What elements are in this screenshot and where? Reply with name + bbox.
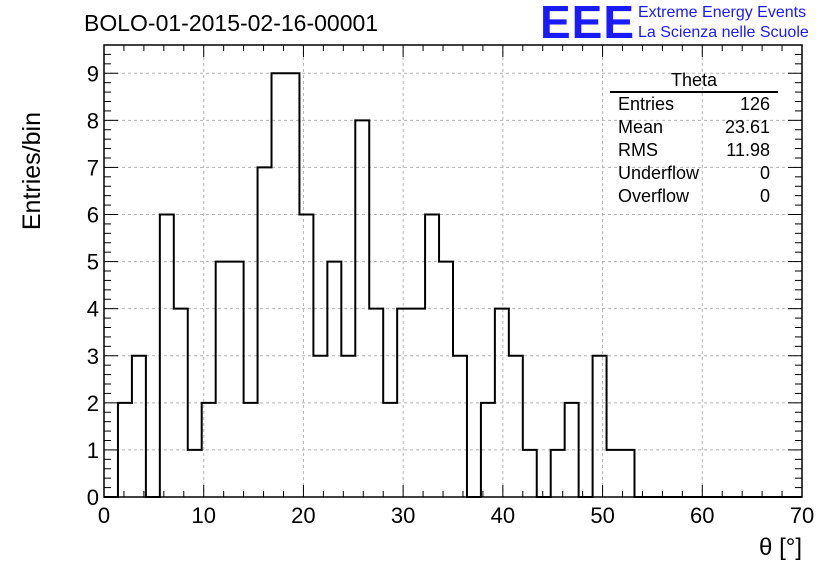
histogram-bin bbox=[341, 356, 355, 497]
histogram-bin bbox=[285, 73, 299, 497]
histogram-bin bbox=[397, 309, 411, 497]
x-tick-label: 10 bbox=[191, 503, 215, 528]
histogram-bin bbox=[453, 356, 467, 497]
histogram-bin bbox=[118, 403, 132, 497]
y-tick-label: 9 bbox=[87, 61, 99, 86]
histogram-bin bbox=[174, 309, 188, 497]
y-tick-label: 8 bbox=[87, 108, 99, 133]
logo-mark: EEE bbox=[540, 0, 636, 48]
histogram-bin bbox=[565, 403, 579, 497]
histogram-bin bbox=[439, 262, 453, 497]
x-axis-label: θ [°] bbox=[759, 534, 802, 561]
logo-line-1: Extreme Energy Events bbox=[638, 4, 807, 21]
stats-row-rms: RMS 11.98 bbox=[610, 139, 778, 162]
stats-row-mean: Mean 23.61 bbox=[610, 116, 778, 139]
histogram-bin bbox=[593, 356, 607, 497]
y-tick-label: 2 bbox=[87, 391, 99, 416]
stats-label: Overflow bbox=[618, 186, 690, 206]
histogram-bin bbox=[411, 309, 425, 497]
histogram-bin bbox=[383, 403, 397, 497]
y-tick-label: 5 bbox=[87, 250, 99, 275]
x-tick-label: 0 bbox=[98, 503, 110, 528]
histogram-bin bbox=[160, 215, 174, 498]
histogram-bin bbox=[523, 450, 537, 497]
histogram-bin bbox=[299, 215, 313, 498]
histogram-bin bbox=[425, 215, 439, 498]
stats-label: Entries bbox=[618, 94, 675, 114]
y-axis-label: Entries/bin bbox=[18, 112, 46, 231]
stats-label: Mean bbox=[618, 117, 664, 137]
stats-label: RMS bbox=[618, 140, 658, 160]
y-tick-label: 1 bbox=[87, 438, 99, 463]
stats-value: 0 bbox=[759, 186, 770, 206]
x-tick-label: 30 bbox=[391, 503, 415, 528]
y-tick-label: 6 bbox=[87, 203, 99, 228]
stats-value: 126 bbox=[739, 94, 770, 114]
y-tick-label: 3 bbox=[87, 344, 99, 369]
stats-value: 11.98 bbox=[726, 140, 770, 160]
x-tick-label: 50 bbox=[590, 503, 614, 528]
histogram-bin bbox=[272, 73, 286, 497]
histogram-outline bbox=[104, 72, 802, 498]
x-tick-label: 40 bbox=[491, 503, 515, 528]
stats-value: 23.61 bbox=[724, 117, 770, 137]
histogram-bin bbox=[607, 450, 621, 497]
histogram-bin bbox=[551, 450, 565, 497]
histogram-bin bbox=[481, 403, 495, 497]
stats-label: Underflow bbox=[618, 163, 700, 183]
y-tick-label: 7 bbox=[87, 155, 99, 180]
histogram-bin bbox=[509, 356, 523, 497]
stats-box: Theta Entries 126 Mean 23.61 RMS 11.98 U… bbox=[610, 69, 778, 208]
histogram-bin bbox=[355, 120, 369, 497]
histogram-bin bbox=[621, 450, 635, 497]
histogram-bin bbox=[202, 403, 216, 497]
chart-title: BOLO-01-2015-02-16-00001 bbox=[84, 10, 379, 36]
logo-line-2: La Scienza nelle Scuole bbox=[638, 24, 809, 41]
histogram-bin bbox=[188, 450, 202, 497]
histogram-bin bbox=[244, 403, 258, 497]
y-tick-label: 4 bbox=[87, 297, 99, 322]
histogram-bin bbox=[495, 309, 509, 497]
stats-row-entries: Entries 126 bbox=[610, 93, 778, 116]
histogram-bin bbox=[369, 309, 383, 497]
stats-row-underflow: Underflow 0 bbox=[610, 162, 778, 185]
stats-value: 0 bbox=[759, 163, 770, 183]
stats-title: Theta bbox=[610, 69, 778, 93]
histogram-bin bbox=[313, 356, 327, 497]
x-tick-label: 70 bbox=[790, 503, 814, 528]
stats-row-overflow: Overflow 0 bbox=[610, 185, 778, 208]
x-tick-label: 60 bbox=[690, 503, 714, 528]
x-tick-label: 20 bbox=[291, 503, 315, 528]
y-tick-label: 0 bbox=[87, 485, 99, 510]
histogram-bin bbox=[258, 167, 272, 497]
histogram-bin bbox=[132, 356, 146, 497]
histogram-bin bbox=[230, 262, 244, 497]
histogram-bin bbox=[216, 262, 230, 497]
histogram-bin bbox=[327, 262, 341, 497]
